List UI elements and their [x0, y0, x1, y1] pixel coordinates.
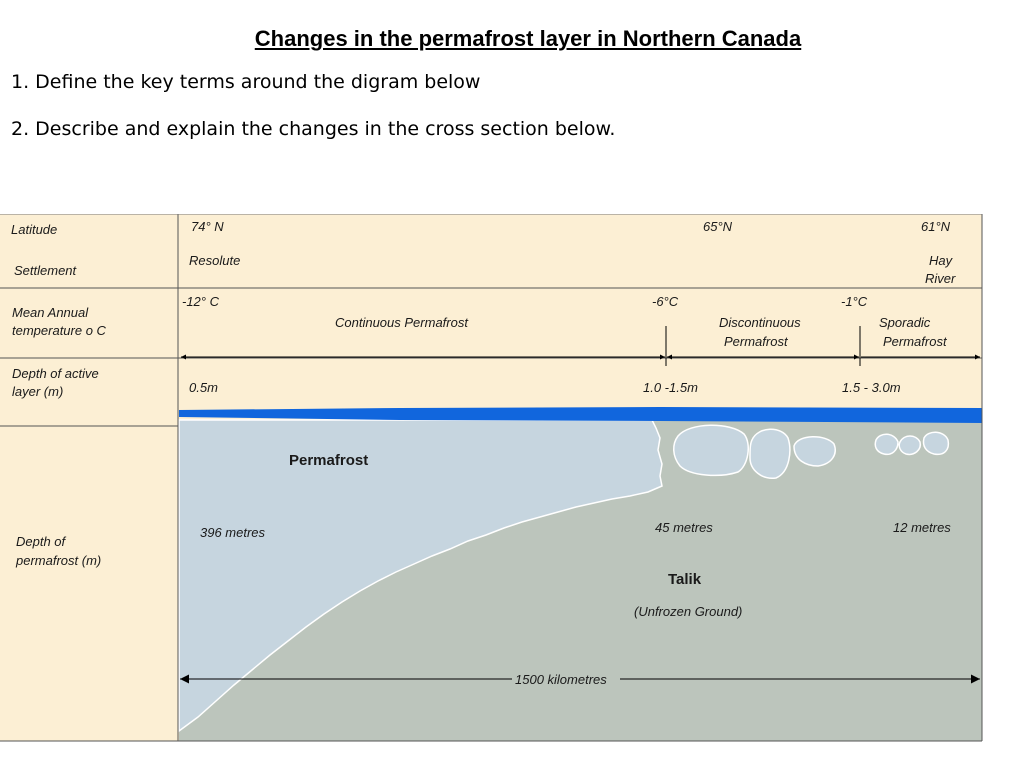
question-1: 1. Define the key terms around the digra… [11, 71, 481, 93]
zone-discontinuous-2: Permafrost [724, 334, 789, 349]
talik-subtitle: (Unfrozen Ground) [634, 604, 742, 619]
row-label-latitude: Latitude [11, 222, 57, 237]
row-label-active-layer-2: layer (m) [12, 384, 63, 399]
distance-label: 1500 kilometres [515, 672, 607, 687]
row-label-temperature-1: Mean Annual [12, 305, 89, 320]
latitude-65: 65°N [703, 219, 733, 234]
zone-discontinuous-1: Discontinuous [719, 315, 801, 330]
temperature-minus-6: -6°C [652, 294, 679, 309]
zone-sporadic-2: Permafrost [883, 334, 948, 349]
settlement-hay-river-1: Hay [929, 253, 954, 268]
permafrost-label: Permafrost [289, 452, 368, 469]
latitude-61: 61°N [921, 219, 951, 234]
row-label-active-layer-1: Depth of active [12, 366, 99, 381]
permafrost-depth-45: 45 metres [655, 520, 713, 535]
discontinuous-patch [673, 424, 750, 477]
zone-continuous: Continuous Permafrost [335, 315, 469, 330]
permafrost-depth-396: 396 metres [200, 525, 266, 540]
settlement-resolute: Resolute [189, 253, 240, 268]
sporadic-patch [898, 435, 922, 456]
temperature-minus-1: -1°C [841, 294, 868, 309]
sporadic-patch [922, 431, 950, 456]
row-label-permafrost-depth-1: Depth of [16, 534, 67, 549]
row-label-temperature-2: temperature o C [12, 323, 107, 338]
active-depth-2: 1.5 - 3.0m [842, 380, 901, 395]
zone-sporadic-1: Sporadic [879, 315, 931, 330]
temperature-minus-12: -12° C [182, 294, 220, 309]
question-2: 2. Describe and explain the changes in t… [11, 118, 616, 140]
settlement-hay-river-2: River [925, 271, 956, 286]
permafrost-depth-12: 12 metres [893, 520, 951, 535]
active-depth-1: 1.0 -1.5m [643, 380, 698, 395]
sporadic-patch [874, 433, 899, 456]
row-label-permafrost-depth-2: permafrost (m) [15, 553, 101, 568]
active-layer-band [179, 407, 982, 423]
talik-label: Talik [668, 571, 702, 588]
permafrost-wedge [178, 419, 663, 733]
discontinuous-patch [793, 436, 836, 467]
active-depth-0: 0.5m [189, 380, 218, 395]
latitude-74: 74° N [191, 219, 224, 234]
discontinuous-patch [749, 428, 791, 479]
permafrost-cross-section-diagram: Latitude Settlement Mean Annual temperat… [0, 214, 983, 742]
page-title: Changes in the permafrost layer in North… [254, 26, 802, 51]
row-label-settlement: Settlement [14, 263, 78, 278]
